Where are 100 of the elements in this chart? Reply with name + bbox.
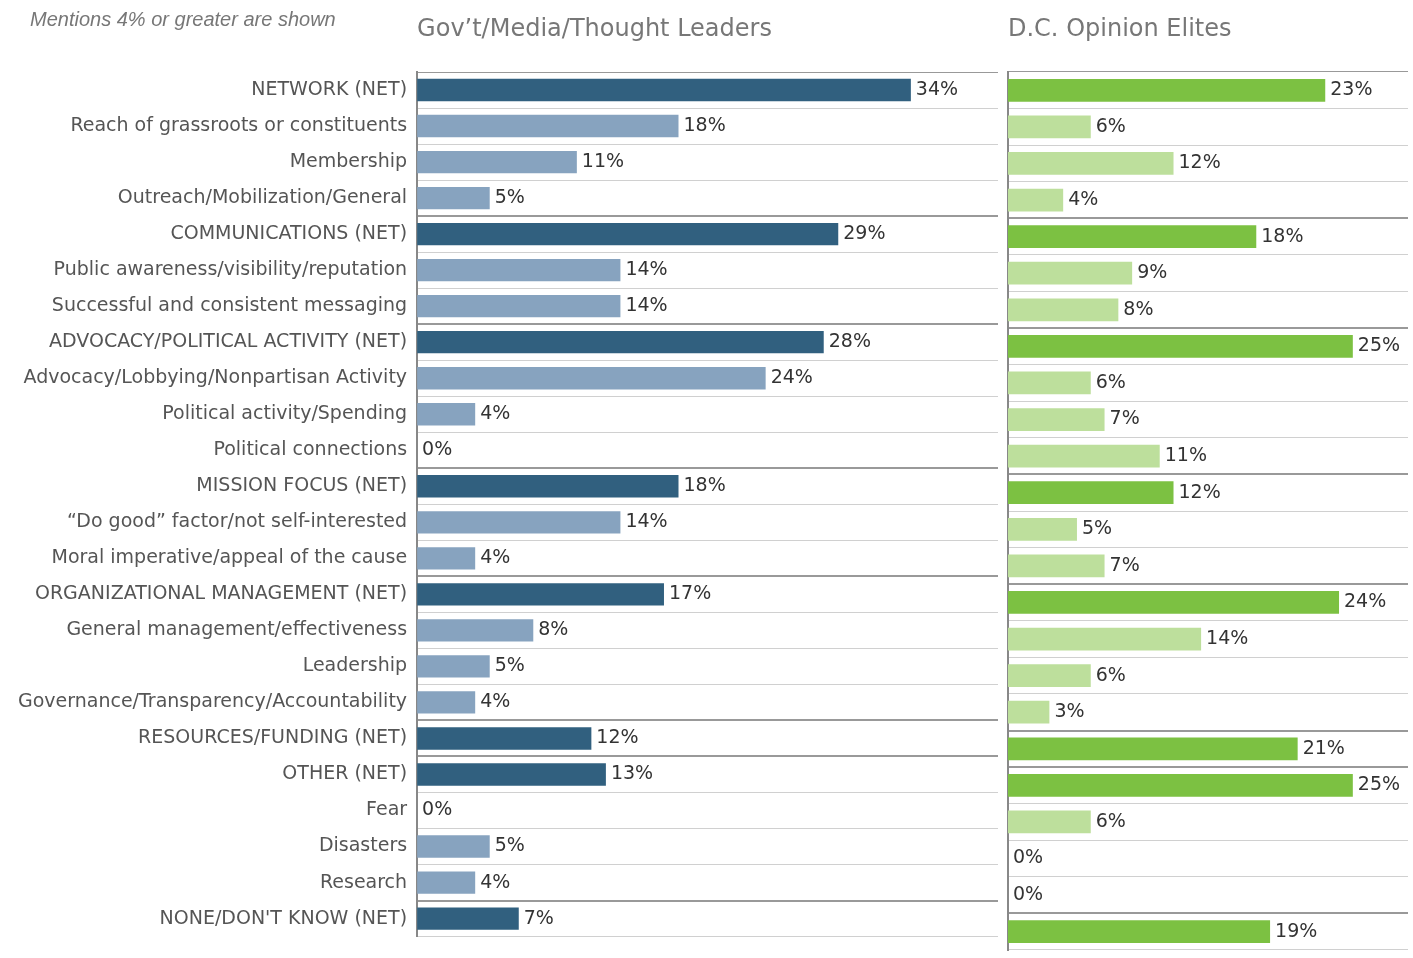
data-label: 18% (683, 473, 726, 496)
bar (417, 871, 476, 894)
bar (1008, 78, 1326, 102)
bar (1008, 591, 1340, 614)
y-tick-label: ADVOCACY/POLITICAL ACTIVITY (NET) (48, 329, 408, 352)
bar (1008, 444, 1160, 468)
data-label: 17% (668, 581, 712, 604)
data-label: 6% (1095, 808, 1126, 831)
y-tick-label: Research (319, 869, 408, 892)
y-tick-label: Political connections (213, 437, 408, 460)
data-label: 18% (683, 112, 726, 135)
data-label: 6% (1095, 369, 1126, 392)
data-label: 3% (1054, 699, 1085, 722)
bar (1008, 188, 1064, 212)
data-label: 6% (1095, 662, 1126, 685)
y-tick-label: OTHER (NET) (282, 761, 408, 784)
y-tick-label: MISSION FOCUS (NET) (196, 473, 408, 496)
bar (1008, 810, 1091, 834)
data-label: 12% (1178, 150, 1221, 173)
data-label: 5% (494, 833, 525, 856)
chart-title: D.C. Opinion Elites (1008, 14, 1232, 43)
data-label: 14% (625, 257, 668, 280)
bar (1008, 371, 1091, 395)
y-tick-label: Reach of grassroots or constituents (70, 112, 408, 135)
data-label: 7% (1109, 406, 1140, 429)
data-label: 25% (1357, 772, 1401, 795)
data-label: 5% (494, 653, 525, 676)
data-label: 23% (1330, 77, 1373, 100)
data-label: 8% (538, 617, 569, 640)
data-label: 7% (1109, 552, 1140, 575)
bar (1008, 664, 1091, 687)
data-label: 4% (480, 545, 511, 568)
bar (1008, 408, 1105, 431)
data-label: 7% (523, 905, 554, 928)
data-label: 0% (422, 797, 453, 820)
chart-title: Gov’t/Media/Thought Leaders (417, 14, 772, 43)
y-tick-label: Fear (366, 797, 408, 820)
y-tick-label: Governance/Transparency/Accountability (17, 689, 408, 712)
bar (1008, 920, 1271, 944)
bar (1008, 261, 1133, 285)
bar (417, 222, 839, 246)
bar (417, 331, 824, 354)
bar (417, 691, 476, 714)
data-label: 18% (1261, 223, 1304, 246)
data-label: 5% (1081, 516, 1113, 539)
bar (1008, 774, 1353, 797)
bar (417, 78, 911, 102)
data-label: 11% (1164, 443, 1207, 466)
bar (417, 547, 476, 570)
y-tick-label: Advocacy/Lobbying/Nonpartisan Activity (23, 365, 408, 388)
bar (417, 619, 534, 642)
y-tick-label: Moral imperative/appeal of the cause (51, 545, 408, 568)
y-tick-label: NONE/DON'T KNOW (NET) (159, 905, 408, 928)
data-label: 5% (494, 185, 525, 208)
bar (417, 727, 592, 750)
y-tick-label: Leadership (302, 653, 408, 676)
data-label: 8% (1123, 296, 1154, 319)
data-label: 11% (581, 149, 625, 171)
data-label: 4% (480, 689, 511, 712)
bar (1008, 152, 1174, 175)
data-label: 6% (1095, 113, 1126, 136)
bar (417, 835, 490, 858)
y-tick-label: “Do good” factor/not self-interested (67, 509, 408, 532)
y-tick-label: COMMUNICATIONS (NET) (170, 221, 408, 244)
data-label: 14% (1206, 625, 1249, 648)
y-tick-label: Political activity/Spending (162, 401, 408, 424)
y-tick-label: Disasters (318, 833, 408, 856)
bar (417, 655, 490, 678)
bar (417, 295, 621, 318)
data-label: 9% (1137, 260, 1168, 283)
data-label: 4% (480, 401, 511, 424)
bar (1008, 335, 1353, 358)
data-label: 0% (422, 437, 453, 460)
data-label: 28% (828, 329, 871, 352)
y-tick-label: ORGANIZATIONAL MANAGEMENT (NET) (34, 581, 408, 604)
y-tick-label: Outreach/Mobilization/General (117, 185, 408, 208)
y-tick-label: RESOURCES/FUNDING (NET) (138, 725, 408, 748)
bar (417, 367, 766, 390)
bar (1008, 627, 1202, 651)
data-label: 21% (1302, 735, 1345, 758)
bar (417, 403, 476, 426)
data-label: 0% (1013, 882, 1044, 905)
bar (417, 114, 679, 138)
bar (1008, 298, 1119, 322)
data-label: 14% (625, 509, 668, 532)
bar (417, 150, 577, 174)
bar (1008, 115, 1091, 139)
data-label: 24% (1344, 589, 1387, 612)
data-label: 19% (1275, 918, 1318, 941)
y-tick-label: Membership (289, 149, 408, 171)
data-label: 29% (843, 221, 886, 244)
bar (417, 186, 490, 210)
data-label: 25% (1357, 333, 1401, 356)
data-label: 12% (1178, 479, 1221, 502)
bar (1008, 225, 1257, 248)
bar (1008, 737, 1298, 761)
y-tick-label: General management/effectiveness (66, 617, 408, 640)
data-label: 0% (1013, 845, 1044, 868)
bar (1008, 481, 1174, 505)
text: Mentions 4% or greater are shown (30, 8, 336, 31)
